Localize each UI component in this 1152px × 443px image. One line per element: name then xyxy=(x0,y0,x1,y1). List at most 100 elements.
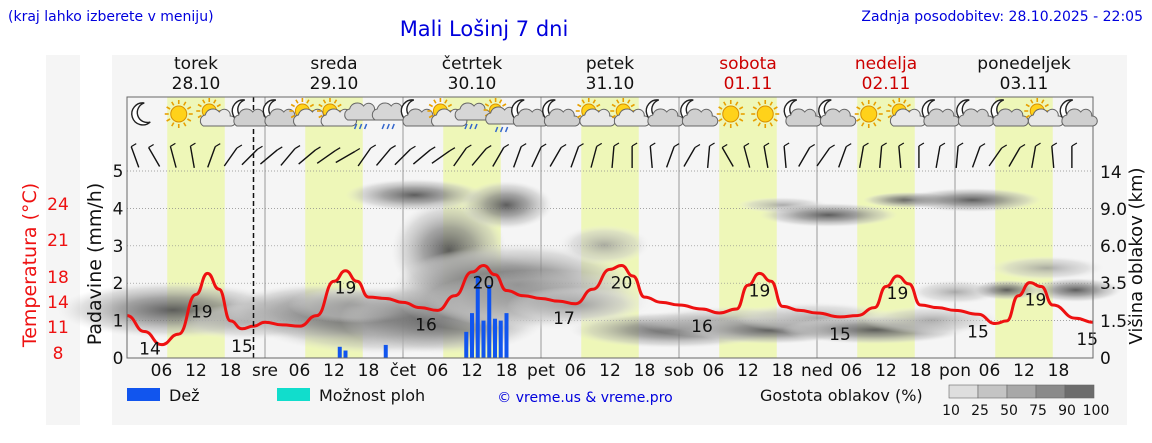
temperature-label: 14 xyxy=(139,339,161,359)
hour-tick-label: 12 xyxy=(599,361,621,381)
temperature-tick: 18 xyxy=(47,268,69,288)
temperature-label: 19 xyxy=(335,279,357,299)
hour-tick-label: 18 xyxy=(910,361,932,381)
storm-legend-swatch xyxy=(277,388,310,401)
day-date: 28.10 xyxy=(172,74,221,94)
rain-legend-label: Dež xyxy=(169,386,200,405)
day-date: 31.10 xyxy=(586,74,635,94)
rain-bar xyxy=(470,313,474,358)
cloud-height-tick: 14 xyxy=(1100,163,1122,183)
day-name: nedelja xyxy=(855,54,917,74)
sun-disc xyxy=(861,106,877,122)
temperature-axis-title: Temperatura (°C) xyxy=(19,183,41,348)
hour-tick-label: 06 xyxy=(841,361,863,381)
temperature-label: 19 xyxy=(749,281,771,301)
hour-tick-label: 18 xyxy=(634,361,656,381)
temperature-tick: 11 xyxy=(47,318,69,338)
hour-tick-label: 18 xyxy=(358,361,380,381)
day-date: 30.10 xyxy=(448,74,497,94)
rain-bar xyxy=(482,321,486,358)
day-short-label: sob xyxy=(664,361,694,381)
rain-bar xyxy=(464,332,468,358)
hour-tick-label: 12 xyxy=(875,361,897,381)
temperature-label: 19 xyxy=(191,302,213,322)
day-short-label: pon xyxy=(939,361,971,381)
sun-disc xyxy=(723,106,739,122)
cloud-blob xyxy=(461,181,553,229)
density-tick: 75 xyxy=(1029,403,1047,419)
temperature-label: 15 xyxy=(967,322,989,342)
sun-disc xyxy=(757,106,773,122)
hour-tick-label: 12 xyxy=(737,361,759,381)
density-legend-label: Gostota oblakov (%) xyxy=(760,386,923,405)
hour-tick-label: 06 xyxy=(151,361,173,381)
density-tick: 90 xyxy=(1058,403,1076,419)
temperature-tick: 14 xyxy=(47,293,69,313)
cloud-height-axis-title: Višina oblakov (km) xyxy=(1126,167,1147,344)
day-short-label: čet xyxy=(390,361,417,381)
hour-tick-label: 18 xyxy=(772,361,794,381)
rain-tick: 0 xyxy=(113,349,124,369)
density-swatch xyxy=(1065,385,1094,398)
day-short-label: pet xyxy=(527,361,555,381)
rain-bar xyxy=(338,347,342,358)
temperature-label: 19 xyxy=(887,284,909,304)
hour-tick-label: 12 xyxy=(1013,361,1035,381)
temperature-label: 20 xyxy=(473,273,495,293)
day-name: sreda xyxy=(310,54,357,74)
day-name: sobota xyxy=(719,54,777,74)
hour-tick-label: 06 xyxy=(427,361,449,381)
menu-note: (kraj lahko izberete v meniju) xyxy=(8,9,214,25)
cloud-blob xyxy=(558,225,650,265)
density-tick: 50 xyxy=(1000,403,1018,419)
rain-bar xyxy=(487,285,491,358)
rain-tick: 5 xyxy=(113,162,124,182)
rain-tick: 4 xyxy=(113,199,124,219)
temperature-label: 15 xyxy=(829,325,851,345)
page-title: Mali Lošinj 7 dni xyxy=(400,17,569,41)
rain-bar xyxy=(505,313,509,358)
hour-tick-label: 18 xyxy=(496,361,518,381)
temperature-tick: 24 xyxy=(47,195,69,215)
rain-axis-title: Padavine (mm/h) xyxy=(84,183,106,346)
cloud-height-tick: 6.0 xyxy=(1100,237,1127,257)
hour-tick-label: 06 xyxy=(979,361,1001,381)
sun-disc xyxy=(171,106,187,122)
hour-tick-label: 12 xyxy=(185,361,207,381)
rain-tick: 3 xyxy=(113,237,124,257)
temperature-label: 16 xyxy=(691,317,713,337)
density-swatch xyxy=(949,385,978,398)
temperature-label: 20 xyxy=(611,273,633,293)
temperature-label: 17 xyxy=(553,309,575,329)
temperature-label: 19 xyxy=(1025,291,1047,311)
hour-tick-label: 06 xyxy=(289,361,311,381)
cloud-height-tick: 1.5 xyxy=(1100,312,1127,332)
rain-bar xyxy=(344,351,348,358)
day-date: 03.11 xyxy=(1000,74,1049,94)
temperature-label: 15 xyxy=(231,337,253,357)
forecast-chart: 141915191620172016191519151915 (kraj lah… xyxy=(0,0,1152,443)
temperature-tick: 21 xyxy=(47,231,69,251)
cloud-blob xyxy=(990,256,1105,280)
day-date: 02.11 xyxy=(862,74,911,94)
density-swatch xyxy=(978,385,1007,398)
cloud-blob xyxy=(760,203,898,227)
cloud-height-tick: 9.0 xyxy=(1100,200,1127,220)
day-short-label: sre xyxy=(252,361,278,381)
day-date: 29.10 xyxy=(310,74,359,94)
day-date: 01.11 xyxy=(724,74,773,94)
storm-legend-label: Možnost ploh xyxy=(319,386,425,405)
last-updated: Zadnja posodobitev: 28.10.2025 - 22:05 xyxy=(861,9,1143,25)
rain-tick: 2 xyxy=(113,274,124,294)
copyright: © vreme.us & vreme.pro xyxy=(497,390,672,406)
hour-tick-label: 12 xyxy=(323,361,345,381)
cloud-height-tick: 3.5 xyxy=(1100,274,1127,294)
density-swatch xyxy=(1007,385,1036,398)
temperature-label: 16 xyxy=(415,316,437,336)
hour-tick-label: 06 xyxy=(565,361,587,381)
day-name: četrtek xyxy=(442,54,503,74)
hour-tick-label: 12 xyxy=(461,361,483,381)
daylight-band xyxy=(995,97,1053,358)
density-tick: 10 xyxy=(942,403,960,419)
rain-bar xyxy=(499,321,503,358)
